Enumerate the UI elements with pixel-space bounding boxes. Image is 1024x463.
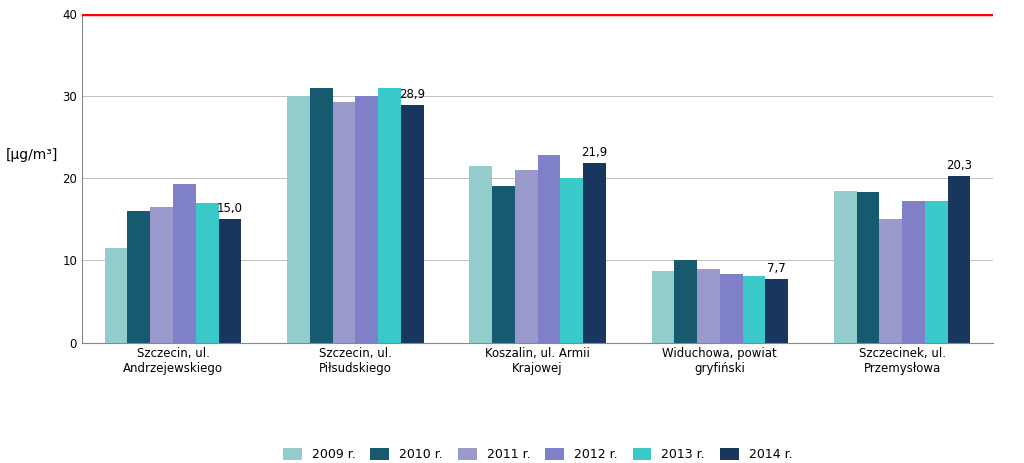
Bar [378,88,401,343]
Bar [857,192,880,343]
Bar [675,260,697,343]
Bar [469,166,493,343]
Y-axis label: [μg/m³]: [μg/m³] [5,148,58,162]
Bar [401,105,424,343]
Bar [219,219,242,343]
Bar [515,170,538,343]
Bar [493,187,515,343]
Bar [584,163,606,343]
Bar [902,201,925,343]
Bar [766,279,788,343]
Bar [560,178,584,343]
Bar [948,176,971,343]
Text: 20,3: 20,3 [946,159,972,172]
Text: 21,9: 21,9 [582,145,607,158]
Bar [697,269,720,343]
Bar [151,207,173,343]
Bar [720,274,742,343]
Text: 7,7: 7,7 [767,262,786,275]
Bar [355,96,378,343]
Bar [104,248,128,343]
Bar [925,201,948,343]
Bar [127,211,151,343]
Bar [742,276,766,343]
Bar [834,191,857,343]
Bar [309,88,333,343]
Bar [880,219,902,343]
Bar [287,96,309,343]
Text: 15,0: 15,0 [217,202,243,215]
Text: 28,9: 28,9 [399,88,425,101]
Bar [333,102,355,343]
Bar [173,184,196,343]
Bar [196,203,219,343]
Legend: 2009 r., 2010 r., 2011 r., 2012 r., 2013 r., 2014 r.: 2009 r., 2010 r., 2011 r., 2012 r., 2013… [283,448,793,461]
Bar [538,155,560,343]
Bar [651,271,675,343]
